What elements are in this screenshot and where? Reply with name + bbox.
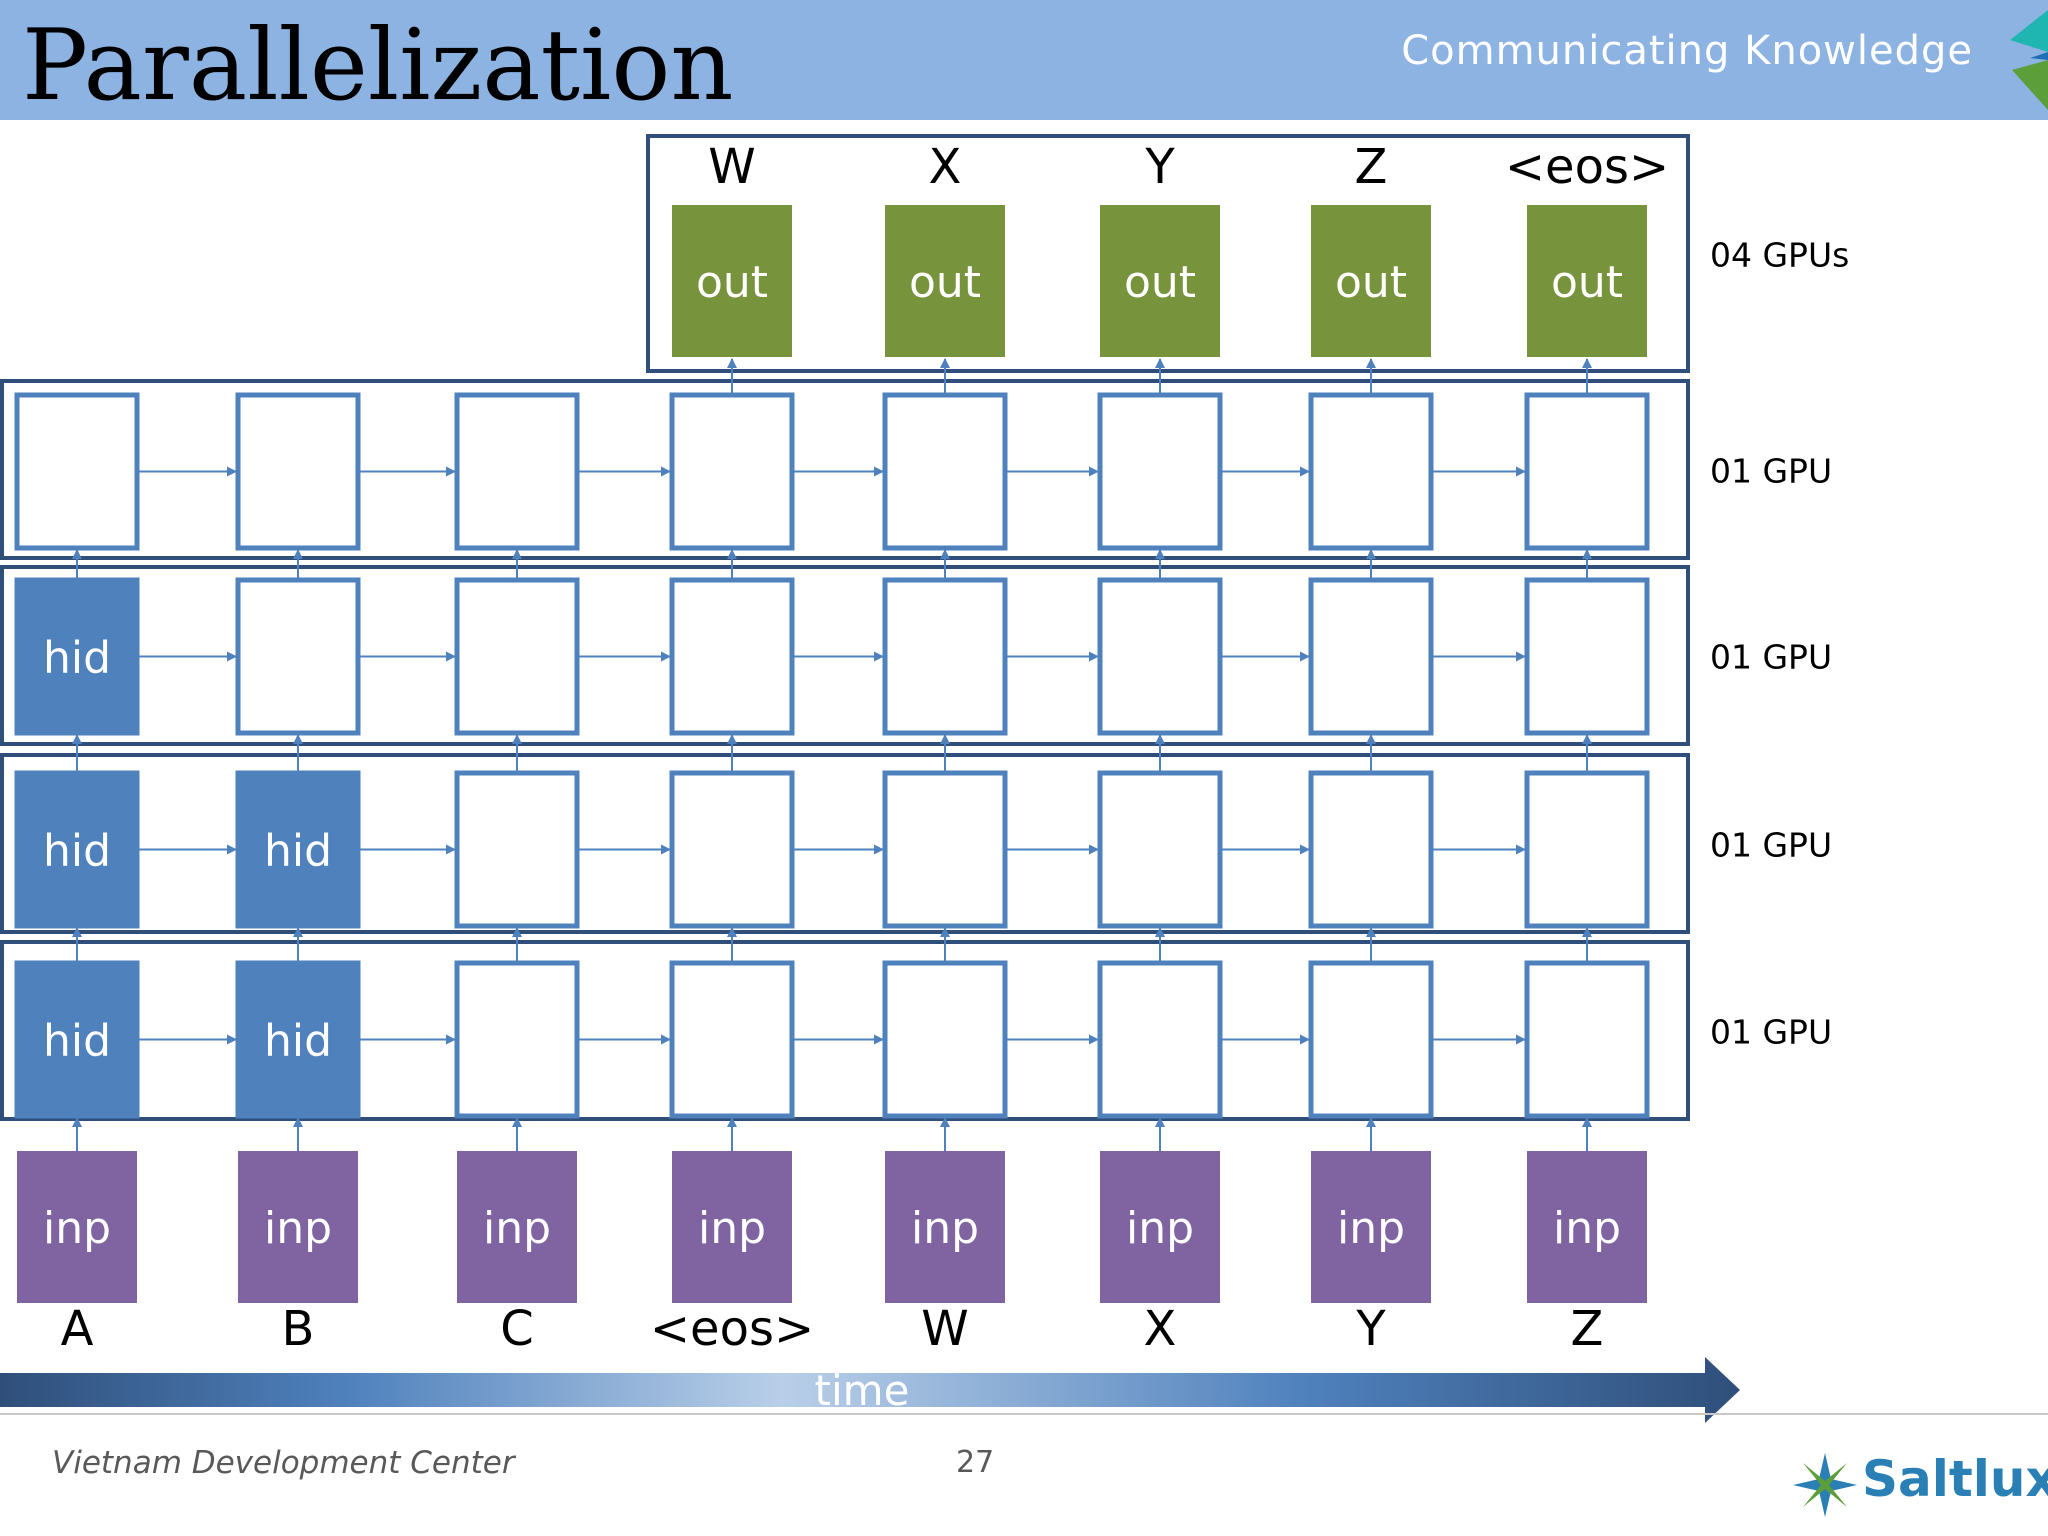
hidden-cell-active xyxy=(14,577,140,736)
hidden-cell xyxy=(14,392,140,551)
hidden-cell xyxy=(1524,770,1650,929)
input-token-label: W xyxy=(921,1301,968,1357)
hidden-cell xyxy=(1308,577,1434,736)
input-cell xyxy=(17,1151,137,1303)
hidden-cell-label: hid xyxy=(43,1016,111,1067)
input-cell xyxy=(885,1151,1005,1303)
hidden-cell xyxy=(669,577,795,736)
output-cell-label: out xyxy=(1335,257,1407,308)
hidden-layer-box xyxy=(0,753,1690,934)
hidden-cell xyxy=(1524,392,1650,551)
hidden-cell xyxy=(1097,770,1223,929)
hidden-cell-label: hid xyxy=(264,1016,332,1067)
input-cell-label: inp xyxy=(698,1203,766,1254)
hidden-cell xyxy=(235,392,361,551)
output-cell-label: out xyxy=(696,257,768,308)
gpu-label: 01 GPU xyxy=(1710,826,1832,865)
slide-title: Parallelization xyxy=(22,9,734,123)
hidden-cell xyxy=(1097,392,1223,551)
input-cell xyxy=(238,1151,358,1303)
input-cell-label: inp xyxy=(483,1203,551,1254)
hidden-cell xyxy=(1524,960,1650,1119)
hidden-cell xyxy=(669,770,795,929)
input-token-label: B xyxy=(282,1301,315,1357)
gpu-label: 04 GPUs xyxy=(1710,236,1849,275)
gpu-label: 01 GPU xyxy=(1710,638,1832,677)
input-cell xyxy=(1100,1151,1220,1303)
hidden-layer-box xyxy=(0,940,1690,1121)
hidden-cell-active xyxy=(14,960,140,1119)
output-token-label: Y xyxy=(1144,139,1175,195)
hidden-cell xyxy=(454,960,580,1119)
output-token-label: X xyxy=(929,139,962,195)
input-token-label: Z xyxy=(1571,1301,1604,1357)
hidden-cell xyxy=(454,392,580,551)
hidden-layer-box xyxy=(0,379,1690,560)
tagline: Communicating Knowledge xyxy=(1401,28,1973,74)
output-token-label: Z xyxy=(1355,139,1388,195)
output-token-label: W xyxy=(708,139,755,195)
hidden-cell xyxy=(882,770,1008,929)
input-cell-label: inp xyxy=(911,1203,979,1254)
hidden-cell xyxy=(669,392,795,551)
input-token-label: Y xyxy=(1355,1301,1386,1357)
time-label: time xyxy=(815,1366,910,1415)
output-cell-label: out xyxy=(909,257,981,308)
output-cell xyxy=(1311,205,1431,357)
hidden-layer-box xyxy=(0,565,1690,746)
output-cell xyxy=(1527,205,1647,357)
hidden-cell-label: hid xyxy=(43,633,111,684)
input-cell-label: inp xyxy=(1126,1203,1194,1254)
hidden-cell xyxy=(235,577,361,736)
gpu-label: 01 GPU xyxy=(1710,1013,1832,1052)
hidden-cell xyxy=(669,960,795,1119)
brand-name: Saltlux xyxy=(1862,1450,2048,1508)
saltlux-star-icon xyxy=(1793,1453,1857,1517)
header-bar: Parallelization Communicating Knowledge xyxy=(0,0,2048,123)
hidden-cell xyxy=(454,770,580,929)
input-cell-label: inp xyxy=(43,1203,111,1254)
hidden-cell xyxy=(1308,770,1434,929)
output-cell xyxy=(885,205,1005,357)
footer-rule xyxy=(0,1413,2048,1415)
output-cell xyxy=(672,205,792,357)
hidden-cell-active xyxy=(235,770,361,929)
footer-organization: Vietnam Development Center xyxy=(52,1445,515,1481)
hidden-cell xyxy=(882,577,1008,736)
hidden-cell-active xyxy=(14,770,140,929)
hidden-cell xyxy=(1308,960,1434,1119)
time-arrow xyxy=(0,1357,1740,1423)
output-cell xyxy=(1100,205,1220,357)
hidden-cell-label: hid xyxy=(264,826,332,877)
hidden-cell xyxy=(454,577,580,736)
hidden-cell xyxy=(882,392,1008,551)
hidden-cell xyxy=(1308,392,1434,551)
output-token-label: <eos> xyxy=(1505,139,1669,195)
hidden-cell-label: hid xyxy=(43,826,111,877)
output-cell-label: out xyxy=(1124,257,1196,308)
input-token-label: A xyxy=(61,1301,94,1357)
page-number: 27 xyxy=(956,1445,995,1480)
input-token-label: <eos> xyxy=(650,1301,814,1357)
input-token-label: C xyxy=(500,1301,534,1357)
input-cell-label: inp xyxy=(1337,1203,1405,1254)
gpu-label: 01 GPU xyxy=(1710,452,1832,491)
input-cell xyxy=(457,1151,577,1303)
output-cell-label: out xyxy=(1551,257,1623,308)
hidden-cell xyxy=(882,960,1008,1119)
hidden-cell xyxy=(1097,960,1223,1119)
input-cell xyxy=(1311,1151,1431,1303)
input-cell-label: inp xyxy=(1553,1203,1621,1254)
hidden-cell xyxy=(1524,577,1650,736)
brand-logo: Saltlux xyxy=(1790,1450,2048,1520)
output-layer-box xyxy=(646,134,1690,373)
hidden-cell xyxy=(1097,577,1223,736)
hidden-cell-active xyxy=(235,960,361,1119)
input-cell xyxy=(1527,1151,1647,1303)
input-cell xyxy=(672,1151,792,1303)
input-cell-label: inp xyxy=(264,1203,332,1254)
logo-icon xyxy=(2010,10,2048,110)
input-token-label: X xyxy=(1144,1301,1177,1357)
